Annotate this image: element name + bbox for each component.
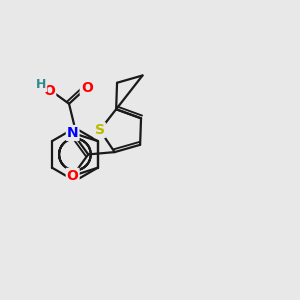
Text: S: S: [95, 123, 105, 137]
Text: H: H: [36, 78, 46, 91]
Text: N: N: [67, 126, 79, 140]
Text: O: O: [81, 81, 93, 94]
Text: O: O: [67, 169, 79, 183]
Text: O: O: [44, 83, 55, 98]
